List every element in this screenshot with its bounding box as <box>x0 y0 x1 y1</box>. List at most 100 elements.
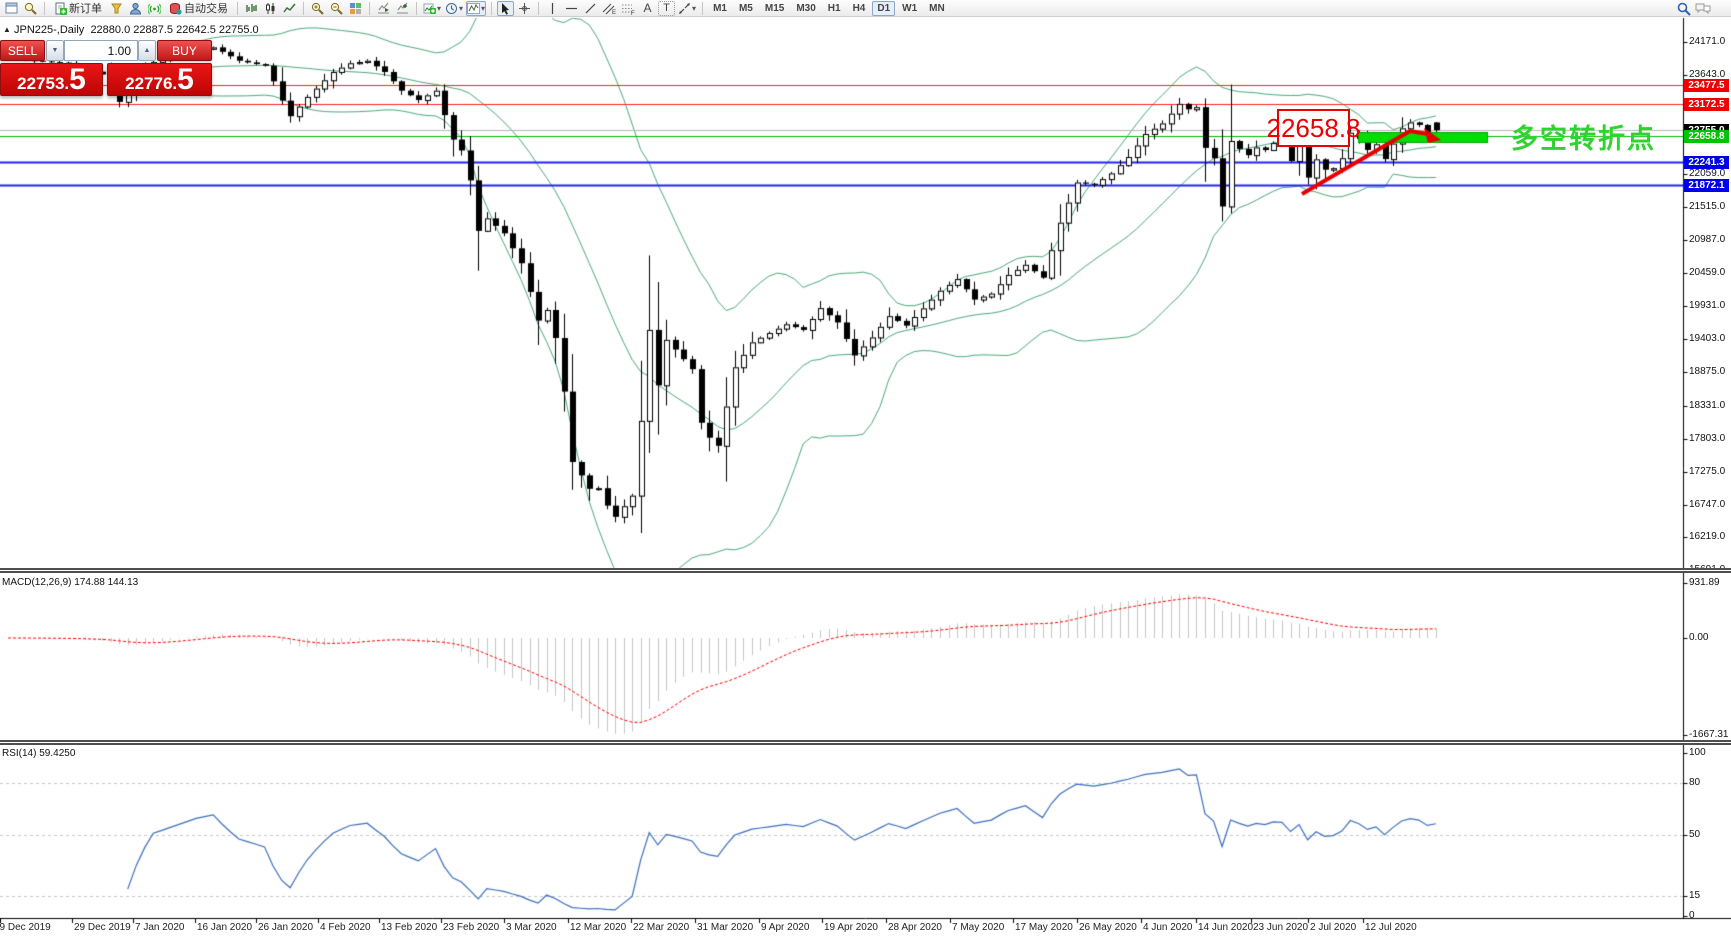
date-label: 26 May 2020 <box>1079 922 1137 933</box>
timeframe-M1[interactable]: M1 <box>713 2 727 14</box>
buy-button[interactable]: BUY <box>157 40 212 61</box>
timeframe-M15[interactable]: M15 <box>764 2 785 14</box>
date-label: 12 Mar 2020 <box>570 922 627 933</box>
volume-increase-button[interactable]: ▲ <box>138 40 156 61</box>
chart-title: JPN225-,Daily 22880.0 22887.5 22642.5 22… <box>14 24 259 36</box>
sell-price-int: 22753 <box>17 74 65 93</box>
autotrade-label: 自动交易 <box>184 3 228 15</box>
signal-icon[interactable] <box>146 1 163 16</box>
chart-preview-icon[interactable] <box>22 1 39 16</box>
bar-chart-icon[interactable] <box>243 1 260 16</box>
vertical-line-tool[interactable] <box>544 1 561 16</box>
chevron-down-icon: ▾ <box>481 3 486 13</box>
timeframe-H4[interactable]: H4 <box>852 2 866 14</box>
macd-values: 174.88 144.13 <box>74 577 139 588</box>
rsi-axis-tick: 80 <box>1689 777 1701 788</box>
date-label: 14 Jun 2020 <box>1198 922 1254 933</box>
main-toolbar: 新订单 自动交易 ▾ ▾ ▾ E F A T ▾ <box>0 0 1731 17</box>
text-label-tool[interactable]: T <box>658 0 676 16</box>
date-label: 19 Dec 2019 <box>0 922 51 933</box>
zoom-out-icon[interactable] <box>328 1 345 16</box>
price-tick: 23643.0 <box>1689 68 1726 80</box>
price-tick: 17275.0 <box>1689 465 1726 477</box>
fibonacci-tool[interactable]: F <box>620 1 637 16</box>
arrows-tool[interactable]: ▾ <box>677 1 697 16</box>
price-tick: 19403.0 <box>1689 333 1726 345</box>
date-label: 26 Jan 2020 <box>258 922 314 933</box>
new-order-icon <box>55 2 67 15</box>
chevron-down-icon: ▾ <box>437 3 442 13</box>
channel-tool[interactable]: E <box>601 1 618 16</box>
chat-icon[interactable] <box>1694 1 1712 16</box>
symbol-marker-icon: ▲ <box>3 25 11 34</box>
date-label: 31 Mar 2020 <box>697 922 754 933</box>
macd-name: MACD(12,26,9) <box>2 577 72 588</box>
tile-windows-icon[interactable] <box>347 1 364 16</box>
timeframe-MN[interactable]: MN <box>929 2 945 14</box>
date-label: 9 Apr 2020 <box>761 922 810 933</box>
autotrade-icon <box>170 2 182 15</box>
new-order-button[interactable]: 新订单 <box>50 1 106 16</box>
price-annotation-box[interactable]: 22658.8 <box>1267 109 1361 147</box>
sell-button[interactable]: SELL <box>0 40 45 61</box>
date-label: 2 Jul 2020 <box>1310 922 1357 933</box>
price-tick: 20459.0 <box>1689 267 1726 279</box>
timeframe-M30[interactable]: M30 <box>796 2 816 14</box>
chart-symbol-period: JPN225-,Daily <box>14 24 85 36</box>
chart-shift-icon[interactable] <box>394 1 411 16</box>
pane-splitter[interactable] <box>0 568 1731 573</box>
macd-label: MACD(12,26,9) 174.88 144.13 <box>2 577 138 588</box>
zoom-in-icon[interactable] <box>309 1 326 16</box>
periods-button[interactable]: ▾ <box>444 1 464 16</box>
turning-point-annotation[interactable]: 多空转折点 <box>1511 124 1656 154</box>
date-label: 4 Feb 2020 <box>320 922 371 933</box>
date-label: 19 Apr 2020 <box>824 922 878 933</box>
text-tool[interactable]: A <box>643 1 652 15</box>
chart-window-icon[interactable] <box>3 1 20 16</box>
volume-decrease-button[interactable]: ▼ <box>46 40 64 61</box>
crosshair-tool-button[interactable] <box>516 1 533 16</box>
price-tick: 20987.0 <box>1689 234 1726 246</box>
rsi-name: RSI(14) <box>2 748 37 759</box>
timeframe-D1[interactable]: D1 <box>872 0 896 16</box>
macd-axis-tick: 0.00 <box>1689 632 1709 643</box>
horizontal-line-tool[interactable] <box>563 1 580 16</box>
autotrade-button[interactable]: 自动交易 <box>165 1 232 16</box>
date-label: 23 Feb 2020 <box>443 922 500 933</box>
cursor-tool-button[interactable] <box>497 0 515 16</box>
trendline-tool[interactable] <box>582 1 599 16</box>
chevron-down-icon: ▾ <box>459 3 464 13</box>
date-label: 7 Jan 2020 <box>135 922 185 933</box>
rsi-axis-tick: 50 <box>1689 829 1701 840</box>
candlestick-chart-icon[interactable] <box>262 1 279 16</box>
line-chart-icon[interactable] <box>281 1 298 16</box>
macd-axis-tick: 931.89 <box>1689 577 1720 588</box>
price-badge: 23172.5 <box>1684 97 1729 111</box>
chevron-down-icon: ▾ <box>692 3 697 13</box>
new-order-label: 新订单 <box>69 3 102 15</box>
price-tick: 17803.0 <box>1689 432 1726 444</box>
price-tick: 21515.0 <box>1689 201 1726 213</box>
buy-price-display[interactable]: 22776. 5 <box>107 63 212 96</box>
timeframe-H1[interactable]: H1 <box>827 2 841 14</box>
price-badge: 22241.3 <box>1684 155 1729 169</box>
indicators-button[interactable]: ▾ <box>422 1 442 16</box>
date-label: 4 Jun 2020 <box>1143 922 1193 933</box>
volume-input[interactable]: 1.00 <box>64 40 138 61</box>
price-badge: 22658.8 <box>1684 129 1729 143</box>
profile-icon[interactable] <box>127 1 144 16</box>
date-label: 29 Dec 2019 <box>74 922 131 933</box>
rsi-axis-tick: 0 <box>1689 910 1695 921</box>
one-click-trade-panel: SELL ▼ 1.00 ▲ BUY 22753. 5 22776. 5 <box>0 40 212 96</box>
timeframe-M5[interactable]: M5 <box>738 2 753 14</box>
price-badge: 21872.1 <box>1684 178 1729 192</box>
templates-button[interactable]: ▾ <box>466 0 487 16</box>
search-icon[interactable] <box>1675 1 1692 16</box>
sell-price-display[interactable]: 22753. 5 <box>0 63 103 96</box>
pane-splitter[interactable] <box>0 740 1731 745</box>
timeframe-W1[interactable]: W1 <box>902 2 918 14</box>
funnel-icon[interactable] <box>108 1 125 16</box>
date-label: 12 Jul 2020 <box>1365 922 1417 933</box>
chart-autoscroll-icon[interactable] <box>375 1 392 16</box>
